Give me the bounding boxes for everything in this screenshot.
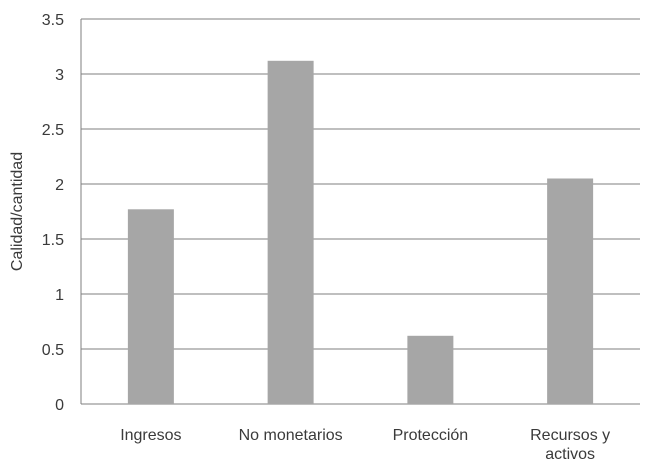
bars	[127, 60, 594, 405]
y-tick-labels: 0 0.5 1 1.5 2 2.5 3 3.5	[42, 12, 64, 414]
bar	[127, 209, 174, 404]
gridlines	[80, 18, 640, 405]
bar	[267, 60, 314, 405]
y-tick-label: 3.5	[42, 12, 64, 29]
y-tick-label: 1	[55, 287, 64, 304]
x-tick-labels: Ingresos No monetarios Protección Recursos …	[120, 427, 610, 461]
y-tick-label: 1.5	[42, 232, 64, 249]
y-tick-label: 2.5	[42, 122, 64, 139]
y-tick-label: 0.5	[42, 342, 64, 359]
y-tick-label: 3	[55, 67, 64, 84]
bar	[407, 335, 454, 404]
bar	[547, 178, 594, 404]
x-tick-label: Recursos y activos	[530, 427, 610, 461]
y-tick-label: 2	[55, 177, 64, 194]
x-tick-label: Protección	[393, 427, 469, 444]
x-tick-label: Ingresos	[120, 427, 181, 444]
x-tick-label: No monetarios	[239, 427, 343, 444]
y-tick-label: 0	[55, 397, 64, 414]
y-axis-title: Calidad/cantidad	[9, 152, 26, 271]
